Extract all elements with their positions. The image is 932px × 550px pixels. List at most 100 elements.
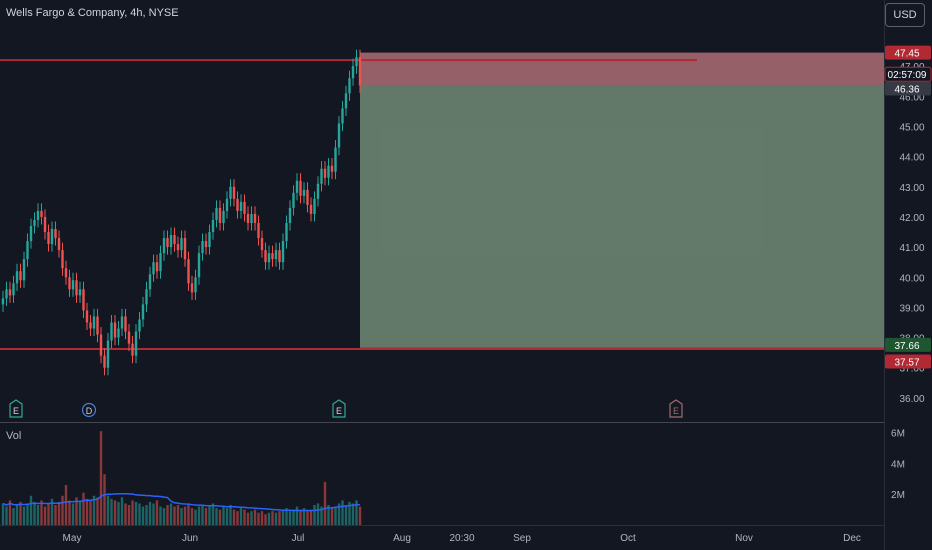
candle — [5, 281, 8, 306]
candle — [106, 333, 110, 376]
candle-body — [75, 280, 78, 296]
candlesticks — [1, 49, 362, 376]
volume-bar — [190, 508, 194, 525]
candle-body — [110, 322, 113, 341]
volume-bar — [96, 497, 99, 525]
candle-body — [299, 180, 302, 196]
volume-bar — [40, 500, 43, 525]
volume-bar — [327, 505, 330, 525]
candle — [292, 185, 295, 216]
volume-bar — [355, 500, 358, 525]
candle-body — [323, 168, 327, 178]
candle — [19, 263, 22, 288]
candle-body — [19, 271, 22, 281]
volume-bar — [348, 501, 351, 525]
candle-body — [306, 189, 309, 205]
volume-bar — [215, 508, 218, 525]
volume-bars — [1, 431, 362, 525]
event-marker-label: E — [13, 406, 19, 416]
volume-bar — [127, 505, 131, 525]
candle — [337, 115, 341, 156]
candle — [29, 218, 33, 249]
volume-bar — [295, 506, 299, 525]
candle — [204, 233, 208, 255]
event-marker[interactable]: E — [669, 399, 683, 418]
candle-body — [78, 289, 82, 296]
candle — [50, 221, 54, 252]
price-tags: 47.45 02:57:09 46.36 37.66 37.57 — [884, 45, 932, 369]
volume-bar — [162, 508, 166, 525]
price-tick-label: 39.00 — [899, 303, 924, 314]
price-tick-label: 46.00 — [899, 92, 924, 103]
volume-bar — [5, 506, 8, 525]
candle — [309, 197, 313, 222]
volume-bar — [19, 501, 22, 525]
candle-body — [274, 250, 278, 260]
candle — [152, 254, 155, 282]
candle-body — [155, 262, 159, 272]
candle-body — [47, 232, 50, 245]
candle-body — [141, 304, 145, 320]
volume-bar — [155, 500, 159, 525]
candle — [351, 58, 355, 86]
event-marker[interactable]: E — [9, 399, 23, 418]
candle — [187, 251, 190, 291]
volume-bar — [61, 495, 64, 525]
candle-body — [159, 253, 162, 272]
candle-body — [106, 340, 110, 368]
volume-bar — [180, 508, 183, 525]
candle — [54, 221, 57, 246]
position-zones[interactable] — [360, 52, 884, 348]
time-tick-label: 20:30 — [449, 533, 474, 544]
volume-bar — [169, 503, 173, 525]
time-tick-label: Oct — [620, 533, 636, 544]
candle — [162, 230, 166, 261]
volume-bar — [145, 505, 148, 525]
time-tick-label: May — [63, 533, 82, 544]
candle-body — [176, 244, 180, 251]
candle — [222, 203, 225, 231]
volume-bar — [99, 431, 103, 525]
candle-body — [257, 222, 260, 239]
volume-tick-label: 6M — [891, 429, 905, 440]
target-price-tag: 37.66 — [894, 341, 919, 352]
volume-bar — [29, 495, 33, 525]
time-tick-label: Nov — [735, 533, 753, 544]
candle-body — [302, 189, 306, 196]
currency-button[interactable]: USD — [885, 3, 925, 27]
candle-body — [292, 192, 295, 208]
candle-body — [36, 210, 40, 220]
volume-bar — [292, 509, 295, 525]
volume-label: Vol — [6, 430, 22, 442]
volume-bar — [257, 512, 260, 525]
candle — [236, 191, 239, 219]
event-marker[interactable]: E — [332, 399, 346, 418]
candle-body — [68, 277, 71, 290]
candle-body — [124, 316, 127, 332]
candle-body — [148, 274, 152, 290]
candle-body — [33, 219, 36, 226]
candle-body — [211, 219, 215, 233]
horizontal-levels[interactable] — [0, 59, 884, 351]
volume-bar — [103, 474, 106, 525]
volume-bar — [173, 506, 176, 525]
volume-bar — [302, 508, 306, 525]
event-marker-shape — [669, 399, 683, 418]
candle — [348, 70, 351, 101]
candle — [117, 320, 120, 346]
volume-bar — [351, 503, 355, 525]
volume-bar — [176, 505, 180, 525]
candle — [78, 281, 82, 303]
volume-bar — [211, 503, 215, 525]
price-tick-label: 36.00 — [899, 394, 924, 405]
volume-bar — [194, 509, 197, 525]
candle-body — [134, 331, 138, 356]
volume-bar — [271, 511, 274, 525]
volume-bar — [337, 503, 341, 525]
volume-bar — [64, 485, 68, 525]
volume-bar — [313, 505, 316, 525]
event-marker[interactable]: D — [81, 402, 97, 418]
candle-body — [313, 198, 316, 214]
